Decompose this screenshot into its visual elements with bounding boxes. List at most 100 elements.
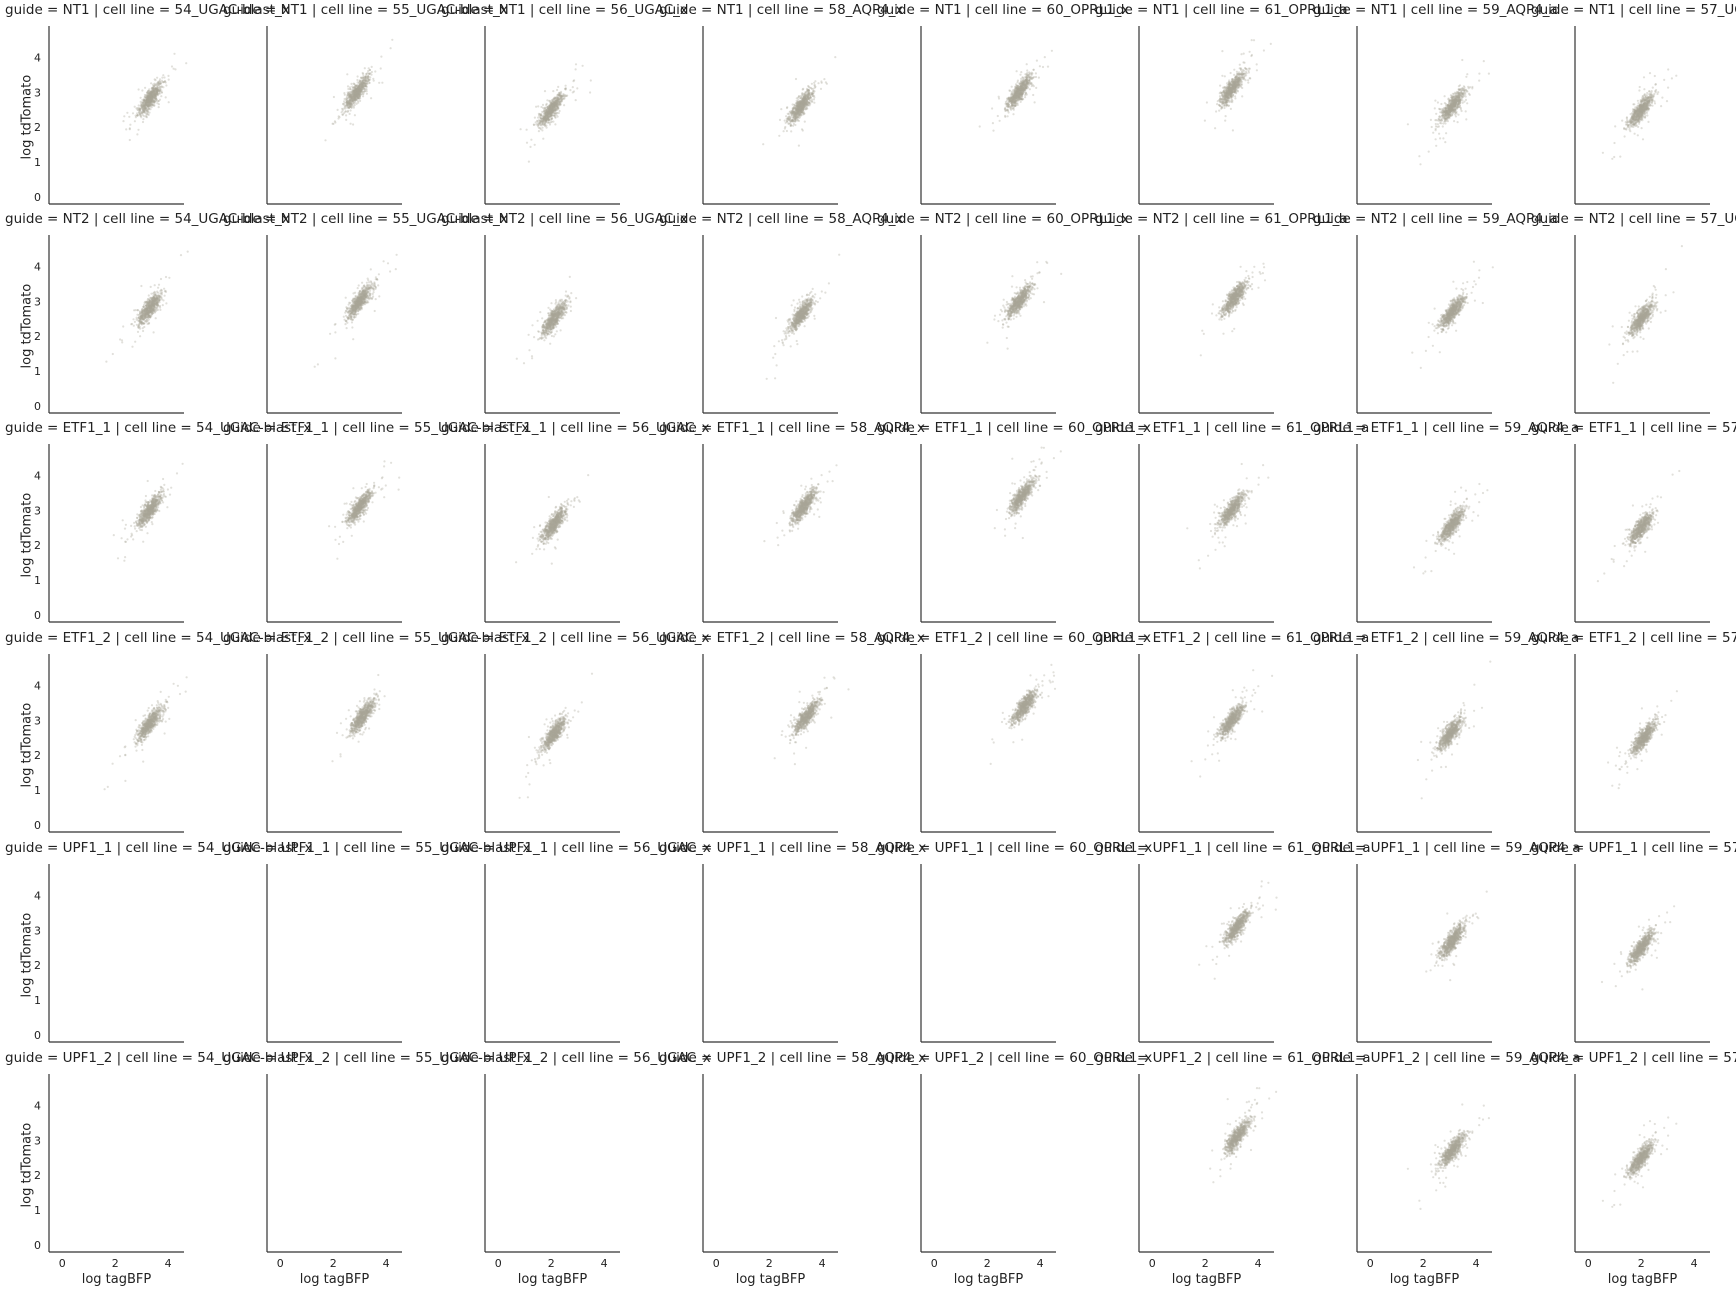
data-point xyxy=(797,103,800,106)
data-point xyxy=(780,108,783,111)
data-point xyxy=(1453,103,1456,106)
data-point xyxy=(551,117,554,120)
data-point xyxy=(142,99,146,102)
data-point xyxy=(792,114,795,117)
data-point xyxy=(364,75,367,78)
data-point xyxy=(1464,91,1467,94)
data-point xyxy=(1225,95,1228,98)
data-point xyxy=(796,116,799,119)
data-point xyxy=(348,95,351,98)
data-point xyxy=(1437,117,1440,120)
data-point xyxy=(542,117,545,120)
data-point xyxy=(1010,96,1013,99)
data-point xyxy=(807,92,810,95)
data-point xyxy=(796,111,799,114)
data-point xyxy=(159,90,162,93)
data-point xyxy=(1451,107,1454,110)
data-point xyxy=(1455,92,1458,95)
data-point xyxy=(1237,80,1240,83)
data-point xyxy=(1456,98,1459,101)
data-point xyxy=(1453,98,1456,101)
data-point xyxy=(1458,94,1461,97)
data-point xyxy=(145,102,148,105)
data-point xyxy=(1448,104,1451,107)
data-point xyxy=(539,120,542,123)
data-point xyxy=(793,111,797,114)
data-point xyxy=(151,101,154,104)
data-point xyxy=(1218,104,1222,107)
data-point xyxy=(799,106,802,109)
data-point xyxy=(566,94,569,97)
data-point xyxy=(540,117,543,120)
data-point xyxy=(1453,102,1456,105)
data-point xyxy=(1008,99,1011,103)
data-point xyxy=(802,106,805,110)
data-point xyxy=(359,93,362,96)
data-point xyxy=(1228,90,1231,93)
data-point xyxy=(137,107,141,110)
data-point xyxy=(1453,101,1457,104)
data-point xyxy=(1456,100,1459,103)
data-point xyxy=(350,100,353,103)
data-point xyxy=(1019,94,1022,97)
data-point xyxy=(799,101,803,104)
data-point xyxy=(543,110,546,113)
data-point xyxy=(358,90,361,93)
data-point xyxy=(162,81,165,84)
data-point xyxy=(354,97,357,100)
data-point xyxy=(1230,93,1233,96)
data-point xyxy=(1633,119,1636,122)
data-point xyxy=(1441,114,1444,117)
data-point xyxy=(354,98,358,101)
data-point xyxy=(1018,95,1021,98)
data-point xyxy=(794,117,797,120)
data-point xyxy=(1452,104,1455,107)
data-point xyxy=(1445,111,1448,114)
data-point xyxy=(354,98,357,101)
data-point xyxy=(148,101,152,104)
data-point xyxy=(1014,96,1017,99)
data-point xyxy=(359,76,363,79)
data-point xyxy=(365,75,368,78)
data-point xyxy=(1010,93,1013,96)
data-point xyxy=(147,99,150,102)
data-point xyxy=(1004,114,1007,117)
data-point xyxy=(1224,94,1227,97)
data-point xyxy=(553,109,556,112)
data-point xyxy=(790,112,793,115)
data-point xyxy=(389,47,392,50)
data-point xyxy=(138,107,141,110)
data-point xyxy=(148,108,151,111)
data-point xyxy=(806,104,809,107)
data-point xyxy=(544,114,547,118)
data-point xyxy=(1434,127,1437,130)
data-point xyxy=(1444,107,1447,110)
data-point xyxy=(1444,117,1447,121)
data-point xyxy=(357,96,360,99)
data-point xyxy=(1454,103,1457,106)
data-point xyxy=(151,93,154,96)
data-point xyxy=(1452,108,1455,111)
data-point xyxy=(1230,92,1233,95)
data-point xyxy=(151,95,154,98)
data-point xyxy=(547,107,550,110)
data-point xyxy=(554,96,557,99)
data-point xyxy=(1436,123,1439,126)
data-point xyxy=(1019,93,1022,96)
data-point xyxy=(550,110,553,113)
data-point xyxy=(1018,82,1021,85)
data-point xyxy=(358,95,361,98)
data-point xyxy=(1014,100,1017,103)
data-point xyxy=(1443,106,1446,109)
data-point xyxy=(355,90,358,93)
data-point xyxy=(361,93,365,96)
data-point xyxy=(1225,101,1228,104)
data-point xyxy=(1243,78,1246,81)
data-point xyxy=(1449,105,1452,108)
panel-title: guide = NT1 | cell line = 56_UGAC_x xyxy=(441,2,688,18)
data-point xyxy=(1026,80,1029,83)
data-point xyxy=(557,106,560,109)
data-point xyxy=(1447,102,1450,105)
data-point xyxy=(1021,89,1024,92)
data-point xyxy=(1226,96,1229,99)
